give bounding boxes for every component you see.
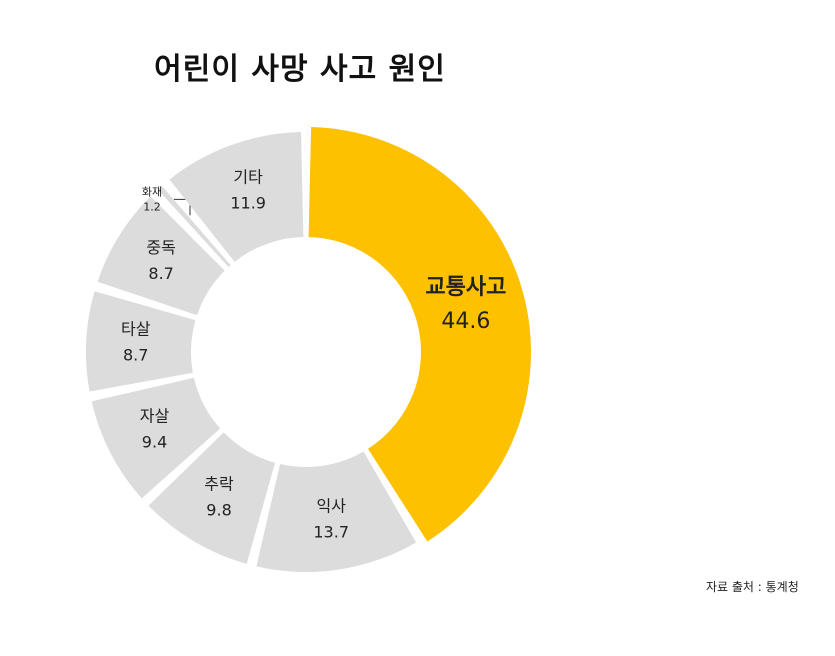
donut-slice-4 xyxy=(86,291,196,392)
donut-slice-3 xyxy=(91,377,221,499)
slice-value-3: 9.4 xyxy=(142,432,167,451)
donut-slice-1 xyxy=(256,451,417,572)
chart-title: 어린이 사망 사고 원인 xyxy=(154,52,446,87)
slice-label-3: 자살 xyxy=(140,406,170,425)
slice-label-7: 기타 xyxy=(233,168,263,187)
slice-value-5: 8.7 xyxy=(148,264,173,283)
donut-slice-0 xyxy=(308,127,532,542)
slice-value-0: 44.6 xyxy=(441,309,490,334)
slice-value-4: 8.7 xyxy=(123,346,148,365)
donut-slice-6 xyxy=(157,185,231,268)
slice-label-0: 교통사고 xyxy=(425,275,506,300)
slice-value-6: 1.2 xyxy=(143,200,161,213)
slice-label-2: 추락 xyxy=(204,475,234,494)
slice-value-2: 9.8 xyxy=(206,501,231,520)
source-note: 자료 출처 : 통계청 xyxy=(706,580,799,594)
slice-value-7: 11.9 xyxy=(230,194,266,213)
slice-label-1: 익사 xyxy=(316,497,346,516)
donut-slice-7 xyxy=(169,132,304,262)
slice-value-1: 13.7 xyxy=(313,523,349,542)
slice-label-4: 타살 xyxy=(121,320,151,339)
slice-label-6: 화재 xyxy=(142,185,162,198)
donut-slice-5 xyxy=(97,196,225,316)
donut-slice-2 xyxy=(148,432,276,564)
slice-label-5: 중독 xyxy=(146,238,175,257)
